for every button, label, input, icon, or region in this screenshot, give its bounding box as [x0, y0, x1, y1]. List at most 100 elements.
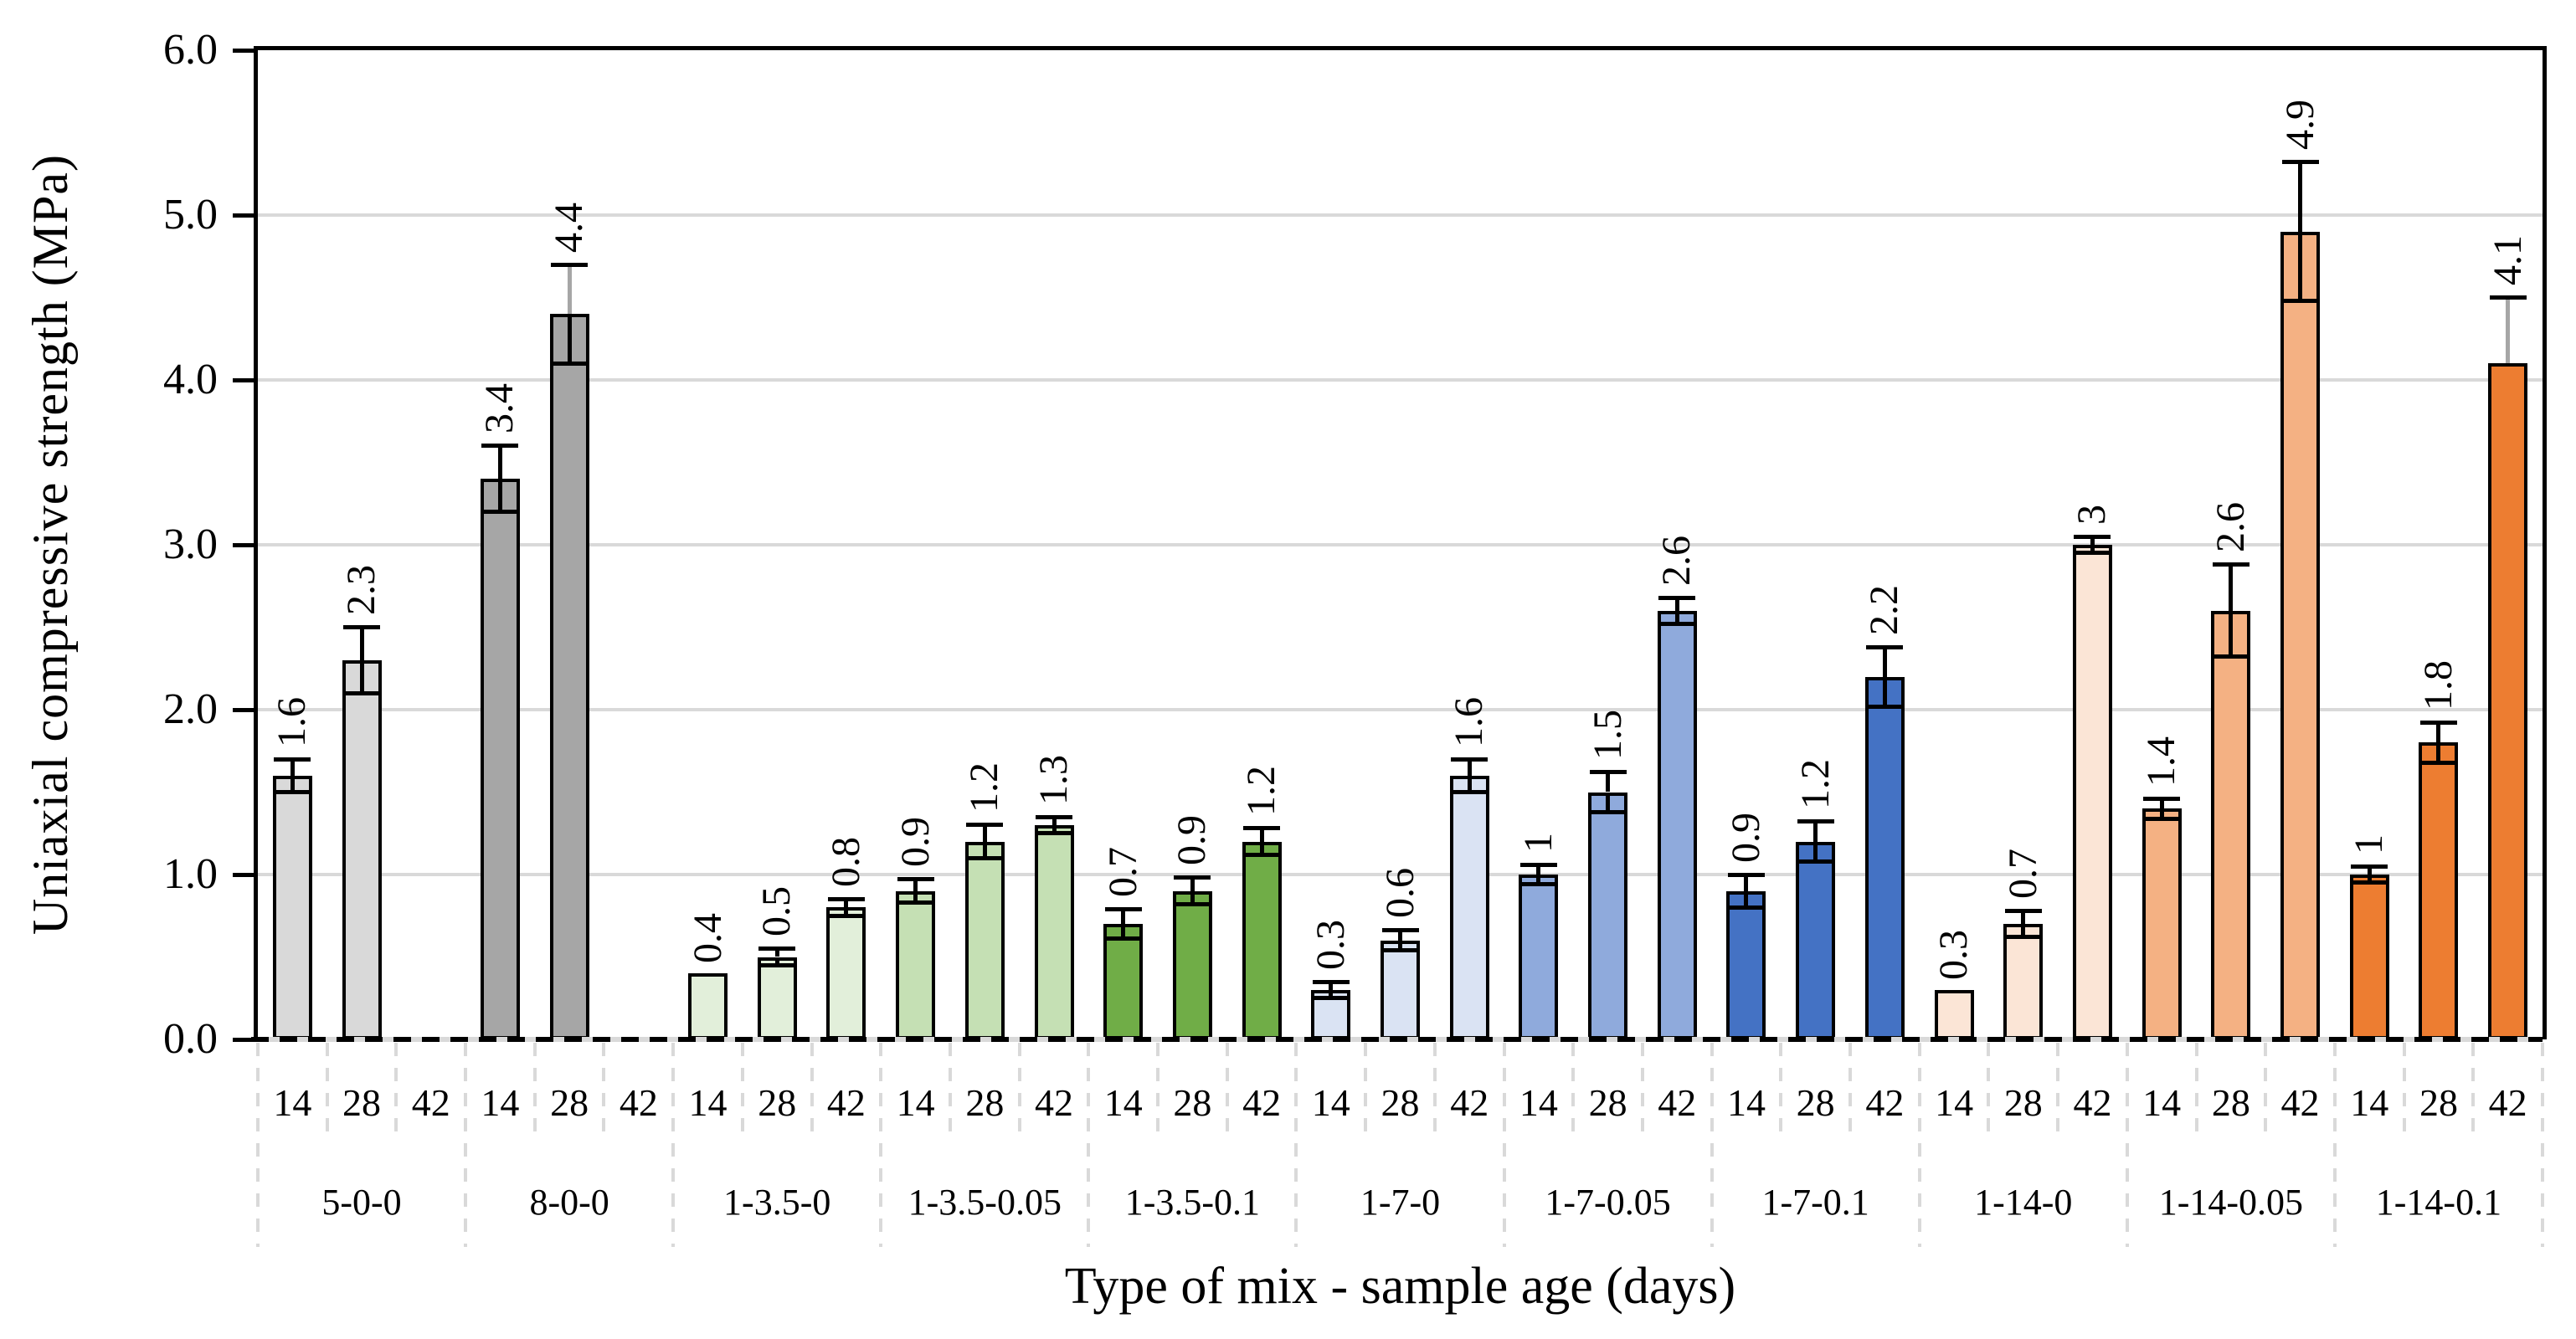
error-cap-bottom [2281, 298, 2319, 303]
bar [2003, 924, 2044, 1039]
error-whisker-up [1813, 821, 1818, 842]
separator-group [2332, 1043, 2337, 1247]
error-cap-bottom [1727, 905, 1765, 910]
error-whisker-down [1329, 989, 1334, 998]
age-label: 28 [2419, 1081, 2458, 1124]
error-cap-bottom [1174, 901, 1211, 906]
bar-value-label: 2.6 [1654, 535, 1699, 586]
error-cap-bottom [1312, 996, 1350, 1001]
error-whisker-down [1190, 890, 1195, 905]
bar-value-label: 1.3 [1031, 754, 1076, 805]
separator-age [948, 1043, 952, 1136]
error-cap-top [1797, 819, 1834, 824]
bar [2072, 545, 2112, 1039]
bar [1034, 824, 1074, 1039]
age-label: 28 [1173, 1081, 1212, 1124]
bar-value-label: 0.8 [823, 837, 868, 888]
age-label: 42 [1658, 1081, 1697, 1124]
error-whisker-up [1674, 598, 1679, 611]
error-cap-top [1519, 862, 1557, 867]
bar [2349, 875, 2389, 1039]
error-cap-bottom [1243, 852, 1281, 857]
error-whisker-up [2506, 297, 2511, 364]
error-cap-bottom [1866, 704, 1904, 709]
error-cap-top [1658, 595, 1696, 600]
bar-value-label: 2.2 [1862, 584, 1907, 635]
error-cap-top [1174, 875, 1211, 880]
error-cap-bottom [2419, 760, 2457, 765]
separator-age [2471, 1043, 2476, 1136]
error-cap-top [551, 262, 589, 267]
error-cap-bottom [827, 913, 865, 918]
error-whisker-up [1744, 875, 1749, 891]
error-whisker-down [1259, 841, 1264, 855]
bar-value-label: 1.5 [1585, 710, 1630, 761]
error-whisker-up [2229, 564, 2234, 611]
bar [2211, 610, 2251, 1039]
age-label: 14 [896, 1081, 935, 1124]
error-whisker-down [2159, 808, 2164, 818]
bar [1726, 890, 1766, 1039]
gridline [258, 213, 2543, 217]
error-cap-top [1866, 644, 1904, 649]
age-label: 42 [1865, 1081, 1905, 1124]
error-cap-bottom [1589, 809, 1627, 814]
error-whisker-up [2021, 911, 2026, 925]
bar-value-label: 0.9 [892, 817, 938, 868]
error-cap-bottom [2212, 654, 2250, 659]
y-tick [233, 48, 258, 53]
separator-age [1225, 1043, 1229, 1136]
age-label: 42 [1035, 1081, 1073, 1124]
y-tick [233, 872, 258, 877]
error-cap-top [481, 444, 519, 449]
age-label: 42 [2073, 1081, 2112, 1124]
error-whisker-down [913, 890, 918, 903]
bar-value-label: 4.1 [2485, 235, 2530, 285]
error-cap-top [1381, 928, 1419, 933]
error-cap-top [274, 757, 311, 762]
group-label: 1-14-0 [1974, 1182, 2073, 1223]
error-cap-bottom [1519, 882, 1557, 887]
error-whisker-down [2298, 231, 2303, 301]
separator-group [1294, 1043, 1298, 1247]
error-cap-top [1727, 872, 1765, 877]
separator-group [256, 1043, 260, 1247]
error-whisker-down [2436, 742, 2441, 763]
error-whisker-up [1606, 772, 1611, 793]
bar-value-label: 1.6 [1447, 696, 1492, 747]
age-label: 14 [688, 1081, 728, 1124]
error-whisker-down [497, 479, 502, 512]
bar [549, 314, 589, 1039]
group-label: 1-7-0.05 [1545, 1182, 1671, 1223]
separator-age [1432, 1043, 1437, 1136]
bar-value-label: 0.3 [1308, 919, 1353, 970]
bar-value-label: 4.4 [547, 202, 592, 253]
y-tick-label: 2.0 [163, 685, 218, 733]
age-label: 42 [1450, 1081, 1489, 1124]
age-label: 28 [1796, 1081, 1835, 1124]
separator-age [325, 1043, 329, 1136]
error-whisker-up [913, 879, 918, 891]
error-cap-top [2212, 562, 2250, 567]
age-label: 42 [826, 1081, 866, 1124]
error-cap-top [1312, 979, 1350, 984]
error-whisker-down [2367, 875, 2372, 883]
bar-value-label: 0.9 [1170, 815, 1215, 866]
bar [964, 841, 1005, 1039]
bar [342, 659, 382, 1039]
error-whisker-down [1744, 890, 1749, 908]
separator-group [464, 1043, 468, 1247]
bar [1519, 875, 1559, 1039]
group-label: 5-0-0 [321, 1182, 402, 1223]
bar [896, 890, 936, 1039]
error-cap-top [2004, 908, 2042, 913]
bar-value-label: 4.9 [2277, 100, 2322, 151]
error-cap-top [2419, 721, 2457, 726]
plot-top-border [258, 46, 2547, 50]
error-whisker-down [1606, 792, 1611, 813]
error-cap-top [2489, 295, 2527, 300]
bar [2488, 363, 2528, 1039]
separator-group [671, 1043, 676, 1247]
bar-value-label: 1 [2347, 834, 2392, 854]
bar [1172, 890, 1212, 1039]
